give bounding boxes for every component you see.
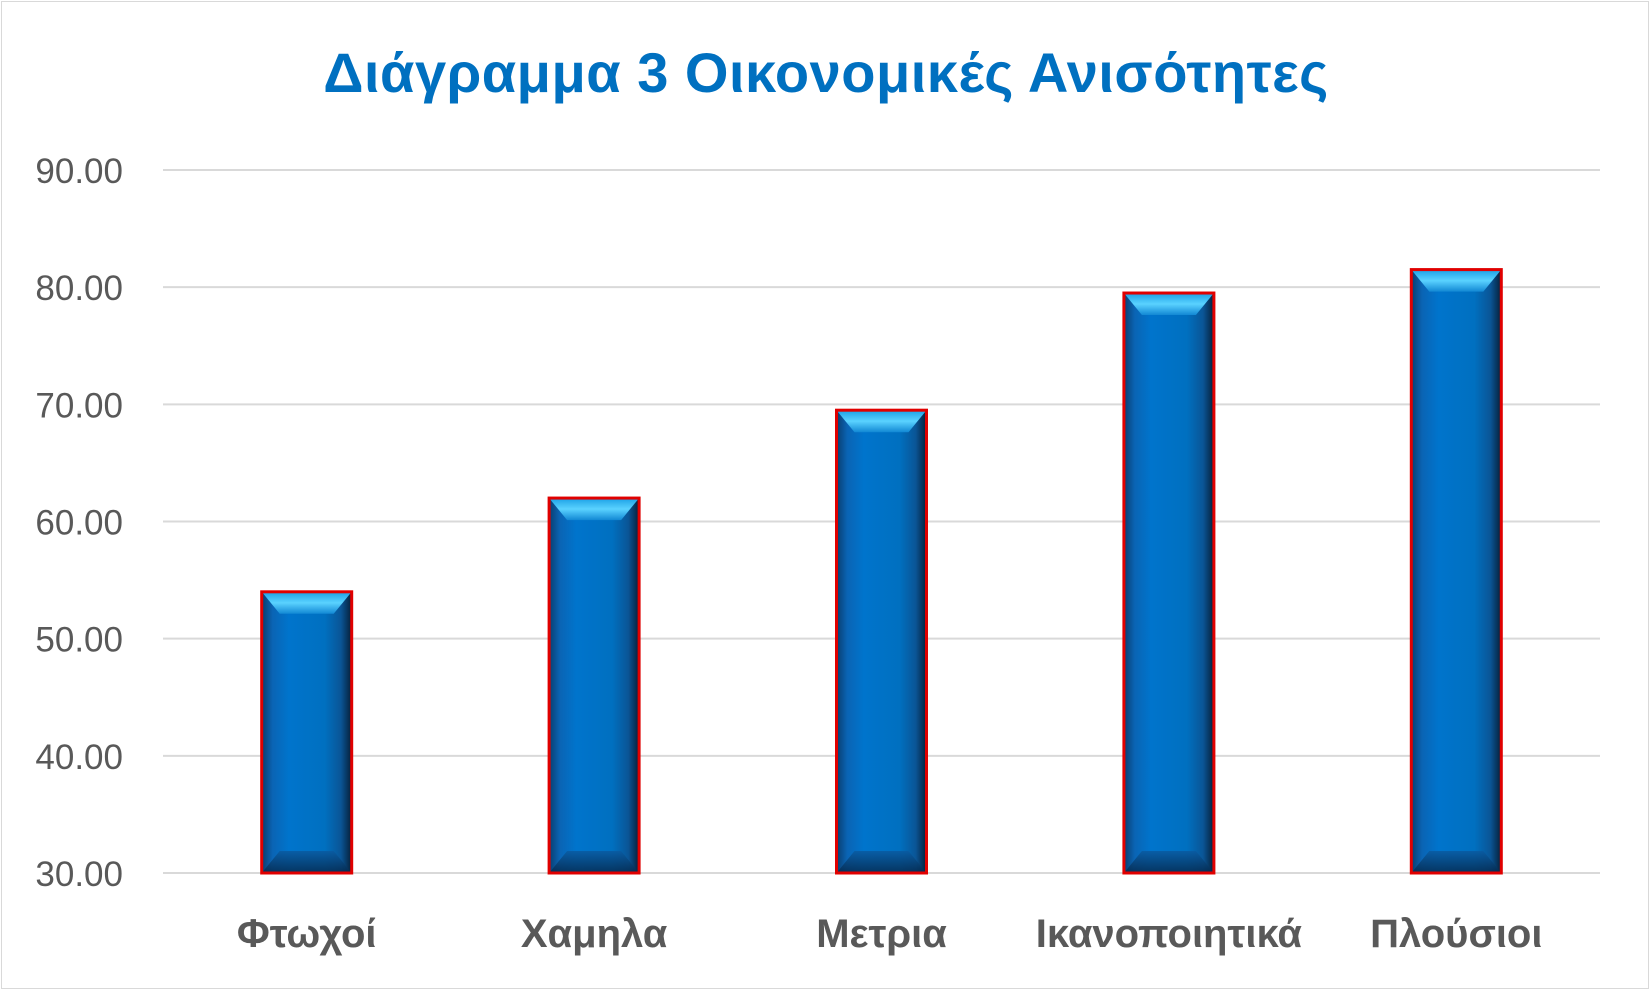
x-tick-label: Πλούσιοι (1370, 912, 1542, 956)
bar-outline (547, 496, 641, 875)
bar-top-bevel (836, 410, 927, 433)
bar-body (836, 410, 927, 873)
x-tick-label: Φτωχοί (237, 912, 377, 956)
y-tick-label: 50.00 (35, 621, 123, 660)
bar-bottom-bevel (836, 851, 927, 873)
bar-body (1411, 269, 1502, 873)
bar-top-bevel (1411, 269, 1502, 292)
y-tick-label: 30.00 (35, 855, 123, 894)
bar-body (1123, 293, 1214, 873)
bar (260, 590, 354, 875)
y-tick-label: 70.00 (35, 386, 123, 425)
y-axis-ticks: 30.00 40.00 50.00 60.00 70.00 80.00 90.00 (35, 152, 123, 894)
y-tick-label: 40.00 (35, 738, 123, 777)
bar (547, 496, 641, 875)
bar (835, 408, 928, 875)
y-tick-label: 90.00 (35, 152, 123, 191)
bar-outline (1122, 291, 1216, 875)
y-tick-label: 60.00 (35, 504, 123, 543)
bar (1409, 268, 1503, 875)
bar (1122, 291, 1216, 875)
bar-top-bevel (549, 498, 640, 521)
bar-body (261, 591, 352, 873)
bar-bottom-bevel (1411, 851, 1502, 873)
bar-top-bevel (261, 591, 352, 614)
bar-outline (835, 408, 928, 875)
chart-title: Διάγραμμα 3 Οικονομικές Ανισότητες (323, 41, 1329, 104)
bar-outline (260, 590, 354, 875)
bar-bottom-bevel (261, 851, 352, 873)
bar-body (549, 498, 640, 873)
bar-bottom-bevel (549, 851, 640, 873)
x-tick-label: Χαμηλα (521, 912, 668, 956)
y-tick-label: 80.00 (35, 269, 123, 308)
bar-top-bevel (1123, 293, 1214, 316)
bar-bottom-bevel (1123, 851, 1214, 873)
bars (260, 268, 1503, 875)
x-axis-ticks: Φτωχοί Χαμηλα Μετρια Ικανοποιητικά Πλούσιοι (237, 912, 1543, 956)
bar-outline (1409, 268, 1503, 875)
x-tick-label: Ικανοποιητικά (1036, 912, 1303, 956)
x-tick-label: Μετρια (816, 912, 947, 956)
